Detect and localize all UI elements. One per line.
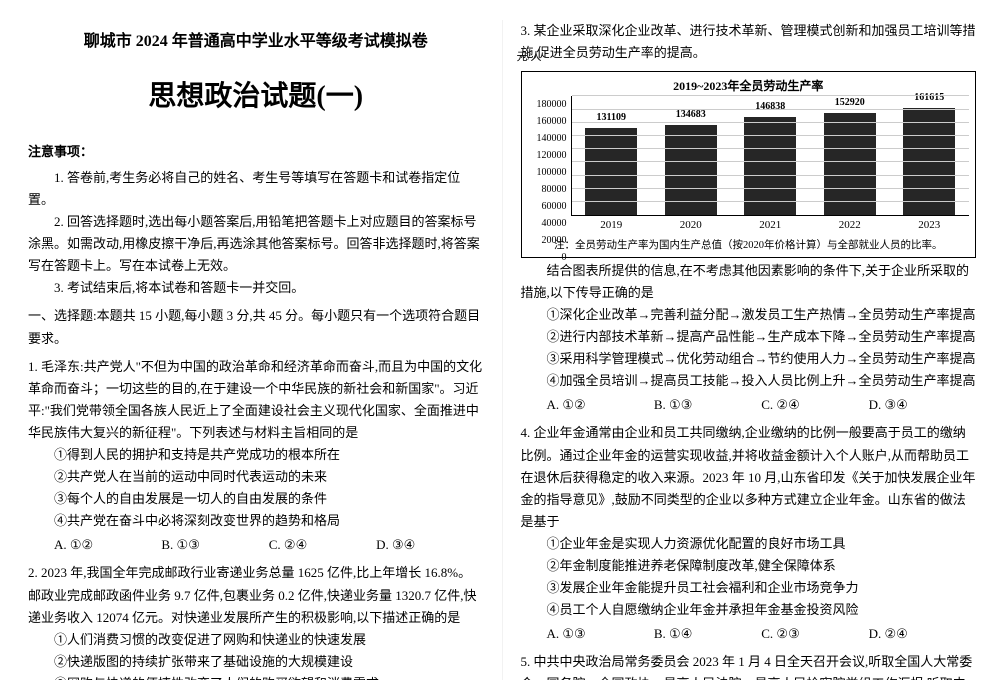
exam-page: 聊城市 2024 年普通高中学业水平等级考试模拟卷 思想政治试题(一) 注意事项… [0,0,1004,700]
ytick: 120000 [537,147,567,164]
choice-b[interactable]: B. ①④ [654,623,761,645]
q3-opt: ①深化企业改革→完善利益分配→激发员工生产热情→全员劳动生产率提高 [521,304,977,326]
q2-opt: ③网购与快递的便捷性改变了人们的购买欲望和消费需求 [28,673,484,680]
choice-b[interactable]: B. ①③ [161,534,268,556]
q1-choices: A. ①② B. ①③ C. ②④ D. ③④ [28,534,484,556]
chart-plot-area: 180000 160000 140000 120000 100000 80000… [528,96,970,216]
q3-opt: ④加强全员培训→提高员工技能→投入人员比例上升→全员劳动生产率提高 [521,370,977,392]
paper-title: 思想政治试题(一) [28,73,484,121]
note-item: 2. 回答选择题时,选出每小题答案后,用铅笔把答题卡上对应题目的答案标号涂黑。如… [28,211,484,277]
q3-opt: ②进行内部技术革新→提高产品性能→生产成本下降→全员劳动生产率提高 [521,326,977,348]
q1-opt: ③每个人的自由发展是一切人的自由发展的条件 [28,488,484,510]
ytick: 160000 [537,113,567,130]
bar-value-label: 131109 [597,109,626,126]
x-axis-labels: 20192020202120222023 [572,216,970,235]
q4-choices: A. ①③ B. ①④ C. ②③ D. ②④ [521,623,977,645]
ytick: 180000 [537,96,567,113]
notes-label: 注意事项： [28,141,484,163]
q1-opt: ④共产党在奋斗中必将深刻改变世界的趋势和格局 [28,510,484,532]
x-tick-label: 2023 [890,216,970,235]
x-tick-label: 2022 [810,216,890,235]
ytick: 140000 [537,130,567,147]
bar-slot: 152920 [810,94,890,215]
chart-note: 注：全员劳动生产率为国内生产总值（按2020年价格计算）与全部就业人员的比率。 [528,237,970,255]
x-tick-label: 2019 [572,216,652,235]
q1-opt: ②共产党人在当前的运动中同时代表运动的未来 [28,466,484,488]
q3-choices: A. ①② B. ①③ C. ②④ D. ③④ [521,394,977,416]
part1-heading: 一、选择题:本题共 15 小题,每小题 3 分,共 45 分。每小题只有一个选项… [28,305,484,349]
choice-c[interactable]: C. ②③ [761,623,868,645]
choice-a[interactable]: A. ①② [547,394,654,416]
q2-stem: 2. 2023 年,我国全年完成邮政行业寄递业务总量 1625 亿件,比上年增长… [28,562,484,628]
choice-a[interactable]: A. ①② [54,534,161,556]
left-column: 聊城市 2024 年普通高中学业水平等级考试模拟卷 思想政治试题(一) 注意事项… [10,20,503,680]
choice-d[interactable]: D. ③④ [376,534,483,556]
bar-chart: 2019~2023年全员劳动生产率 180000 160000 140000 1… [521,71,977,258]
q3-lead: 结合图表所提供的信息,在不考虑其他因素影响的条件下,关于企业所采取的措施,以下传… [521,260,977,304]
note-item: 3. 考试结束后,将本试卷和答题卡一并交回。 [28,277,484,299]
q4-stem: 4. 企业年金通常由企业和员工共同缴纳,企业缴纳的比例一般要高于员工的缴纳比例。… [521,422,977,532]
bar-slot: 146838 [731,98,811,215]
choice-c[interactable]: C. ②④ [761,394,868,416]
ytick: 100000 [537,164,567,181]
bars-container: 131109134683146838152920161615 [572,96,970,215]
choice-c[interactable]: C. ②④ [269,534,376,556]
y-axis: 180000 160000 140000 120000 100000 80000… [528,96,572,216]
q1-stem: 1. 毛泽东:共产党人"不但为中国的政治革命和经济革命而奋斗,而且为中国的文化革… [28,356,484,444]
ytick: 80000 [542,181,567,198]
bar [585,128,637,215]
x-tick-label: 2021 [731,216,811,235]
ytick: 20000 [542,232,567,249]
right-column: 3. 某企业采取深化企业改革、进行技术革新、管理模式创新和加强员工培训等措施,促… [503,20,995,680]
q4-opt: ②年金制度能推进养老保障制度改革,健全保障体系 [521,555,977,577]
bar-value-label: 146838 [755,98,785,115]
paper-supertitle: 聊城市 2024 年普通高中学业水平等级考试模拟卷 [28,28,484,55]
q1-opt: ①得到人民的拥护和支持是共产党成功的根本所在 [28,444,484,466]
choice-d[interactable]: D. ②④ [869,623,976,645]
ytick: 0 [562,249,567,266]
q4-opt: ③发展企业年金能提升员工社会福利和企业市场竞争力 [521,577,977,599]
x-tick-label: 2020 [651,216,731,235]
bar-value-label: 161615 [914,89,944,106]
q4-opt: ①企业年金是实现人力资源优化配置的良好市场工具 [521,533,977,555]
q5-stem: 5. 中共中央政治局常务委员会 2023 年 1 月 4 日全天召开会议,听取全… [521,651,977,680]
q2-opt: ②快递版图的持续扩张带来了基础设施的大规模建设 [28,651,484,673]
ytick: 60000 [542,198,567,215]
choice-a[interactable]: A. ①③ [547,623,654,645]
bar [824,113,876,215]
choice-b[interactable]: B. ①③ [654,394,761,416]
note-item: 1. 答卷前,考生务必将自己的姓名、考生号等填写在答题卡和试卷指定位置。 [28,167,484,211]
q3-opt: ③采用科学管理模式→优化劳动组合→节约使用人力→全员劳动生产率提高 [521,348,977,370]
q2-opt: ①人们消费习惯的改变促进了网购和快递业的快速发展 [28,629,484,651]
plot: 131109134683146838152920161615 [572,96,970,216]
ytick: 40000 [542,215,567,232]
choice-d[interactable]: D. ③④ [869,394,976,416]
q4-opt: ④员工个人自愿缴纳企业年金并承担年金基金投资风险 [521,599,977,621]
